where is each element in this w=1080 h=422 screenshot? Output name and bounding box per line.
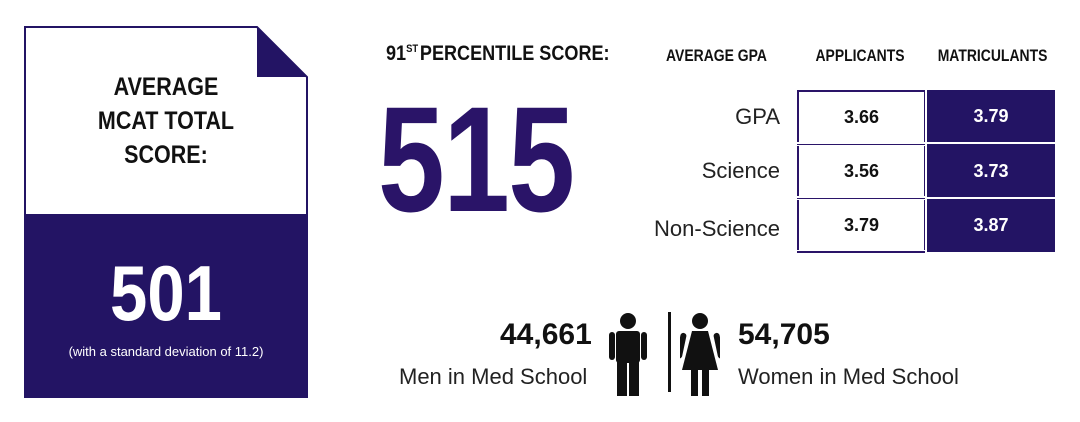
percentile-title: 91STPERCENTILE SCORE: <box>386 42 610 66</box>
table-header-average-gpa: AVERAGE GPA <box>666 46 767 65</box>
row-label-gpa: GPA <box>735 104 780 129</box>
women-count: 54,705 <box>738 318 830 351</box>
row-label-science: Science <box>701 158 780 183</box>
woman-icon <box>680 313 720 396</box>
cell-non-science-matriculants: 3.87 <box>927 199 1055 252</box>
percentile-value: 515 <box>378 75 575 243</box>
gender-divider <box>668 312 671 392</box>
cell-gpa-applicants: 3.66 <box>797 92 925 142</box>
percentile-suffix: ST <box>406 43 419 55</box>
cell-non-science-applicants: 3.79 <box>797 200 925 250</box>
percentile-title-rest: PERCENTILE SCORE: <box>419 42 610 65</box>
man-icon <box>609 313 647 396</box>
cell-science-applicants: 3.56 <box>797 146 925 196</box>
table-header-matriculants: MATRICULANTS <box>937 46 1048 65</box>
table-row-separator <box>797 198 925 199</box>
men-label: Men in Med School <box>399 364 588 389</box>
men-count: 44,661 <box>500 318 592 351</box>
table-row-separator <box>797 144 925 145</box>
mcat-card-title: AVERAGE MCAT TOTAL SCORE: <box>97 73 235 169</box>
mcat-score-card: AVERAGE MCAT TOTAL SCORE: 501 (with a st… <box>24 26 308 398</box>
mcat-average-value: 501 <box>110 249 222 337</box>
document-shape <box>24 26 308 398</box>
cell-science-matriculants: 3.73 <box>927 144 1055 198</box>
table-top-border <box>797 90 925 92</box>
mcat-std-note: (with a standard deviation of 11.2) <box>68 344 264 359</box>
women-label: Women in Med School <box>738 364 959 389</box>
table-header-applicants: APPLICANTS <box>815 46 905 65</box>
percentile-number: 91 <box>386 42 407 65</box>
row-label-non-science: Non-Science <box>654 216 780 241</box>
table-bottom-border <box>797 251 925 253</box>
cell-gpa-matriculants: 3.79 <box>927 90 1055 143</box>
